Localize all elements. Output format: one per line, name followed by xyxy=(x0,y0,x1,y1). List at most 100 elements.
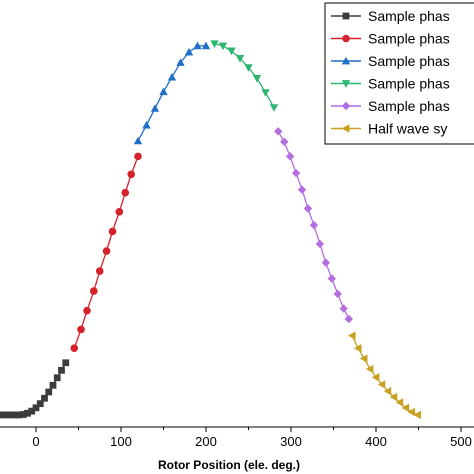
series-4 xyxy=(210,40,279,112)
legend-marker xyxy=(342,34,350,43)
data-point xyxy=(53,374,61,382)
data-point xyxy=(261,89,270,97)
series-line xyxy=(351,335,418,416)
data-point xyxy=(269,104,279,112)
series-2 xyxy=(70,152,142,352)
data-point xyxy=(150,104,160,112)
data-point xyxy=(285,152,295,161)
legend-item: Sample phas xyxy=(331,98,450,114)
data-point xyxy=(134,152,142,161)
data-point xyxy=(227,47,236,56)
data-point xyxy=(159,87,168,96)
data-point xyxy=(24,409,31,417)
data-point xyxy=(327,274,336,283)
data-point xyxy=(11,411,19,419)
data-point xyxy=(77,325,85,334)
data-point xyxy=(121,188,130,197)
x-tick-label: 0 xyxy=(32,434,39,449)
legend-item: Sample phas xyxy=(331,53,450,69)
data-point xyxy=(41,394,48,402)
data-point xyxy=(58,366,65,374)
data-point xyxy=(90,287,98,295)
data-point xyxy=(274,127,283,136)
data-point xyxy=(252,75,262,83)
data-point xyxy=(142,120,151,129)
data-point xyxy=(210,40,219,48)
legend-label: Sample phas xyxy=(368,8,450,24)
data-point xyxy=(383,386,392,396)
legend-label: Sample phas xyxy=(368,76,450,92)
data-point xyxy=(291,168,301,178)
x-tick-label: 400 xyxy=(365,434,387,449)
legend-marker xyxy=(341,124,350,133)
data-point xyxy=(333,289,342,299)
x-tick-label: 100 xyxy=(110,434,132,449)
data-point xyxy=(108,227,117,236)
data-point xyxy=(70,344,79,352)
legend-item: Sample phas xyxy=(331,76,450,92)
legend: Sample phas Sample phas Sample phas Sample … xyxy=(324,2,474,145)
series-3 xyxy=(133,41,211,145)
x-tick-label: 300 xyxy=(280,434,302,449)
data-point xyxy=(176,58,185,66)
data-point xyxy=(83,306,91,315)
legend-marker xyxy=(341,101,351,111)
data-point xyxy=(62,359,70,367)
data-point xyxy=(377,380,386,389)
data-point xyxy=(36,400,44,408)
data-point xyxy=(371,373,380,382)
data-point xyxy=(15,411,23,419)
data-point xyxy=(28,407,36,415)
data-point xyxy=(167,72,177,81)
data-point xyxy=(115,208,124,216)
data-point xyxy=(32,404,40,412)
data-point xyxy=(297,185,307,194)
data-point xyxy=(95,267,104,275)
legend-marker xyxy=(341,80,351,88)
legend-label: Sample phas xyxy=(368,31,450,47)
data-point xyxy=(218,42,228,51)
series-line xyxy=(214,43,275,108)
legend-item: Sample phas xyxy=(331,31,450,47)
legend-marker xyxy=(342,12,350,20)
data-point xyxy=(0,411,6,419)
legend-label: Sample phas xyxy=(368,98,450,114)
data-point xyxy=(49,381,57,389)
data-point xyxy=(280,137,289,146)
data-point xyxy=(244,64,253,72)
data-point xyxy=(102,247,111,255)
x-tick-label: 200 xyxy=(195,434,217,449)
data-point xyxy=(235,55,245,63)
data-point xyxy=(45,388,53,396)
data-point xyxy=(395,398,404,407)
data-point xyxy=(309,220,319,230)
data-point xyxy=(365,364,374,374)
legend-label: Sample phas xyxy=(368,53,450,69)
data-point xyxy=(407,407,416,417)
data-point xyxy=(127,170,135,179)
data-point xyxy=(19,411,27,418)
data-point xyxy=(7,411,14,419)
series-1 xyxy=(0,359,70,419)
legend-box xyxy=(324,2,474,145)
legend-item: Half wave sy xyxy=(331,121,447,137)
plot-area xyxy=(0,40,422,420)
data-point xyxy=(193,41,202,50)
series-5 xyxy=(274,127,353,324)
axes: 0 100 200 300 400 500 xyxy=(0,426,474,449)
x-tick-label: 500 xyxy=(450,434,472,449)
legend-item: Sample phas xyxy=(331,8,450,24)
data-point xyxy=(348,331,356,340)
data-point xyxy=(344,314,353,324)
data-point xyxy=(413,410,422,420)
data-point xyxy=(359,354,368,363)
data-point xyxy=(339,304,348,313)
series-6 xyxy=(348,331,422,420)
data-point xyxy=(133,136,143,145)
data-point xyxy=(201,41,211,50)
data-point xyxy=(2,411,10,419)
legend-marker xyxy=(341,56,351,65)
data-point xyxy=(303,204,313,213)
data-point xyxy=(184,47,194,56)
